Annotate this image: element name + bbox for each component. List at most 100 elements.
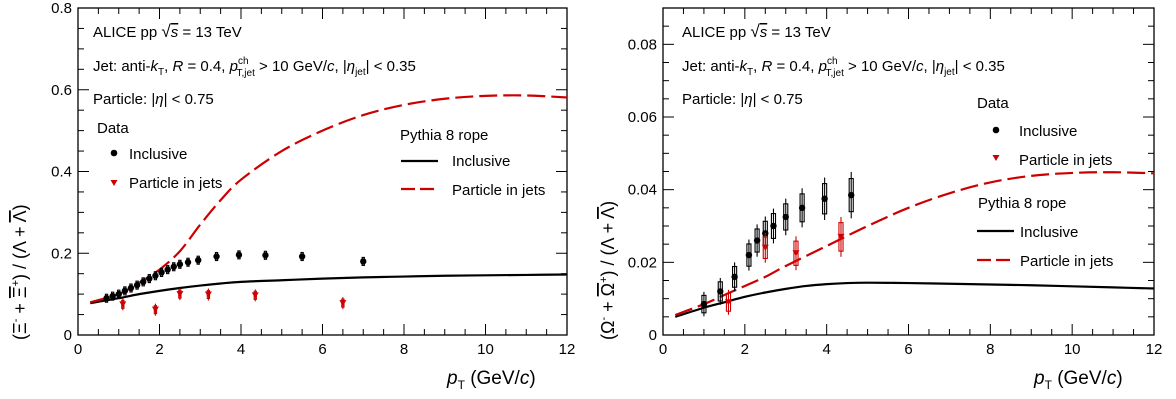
y-tick-label: 0 [64,327,72,344]
x-tick-label: 12 [1146,341,1163,358]
marker-circle [753,237,761,244]
x-tick-label: 4 [237,341,245,358]
inclusive-data-point [360,256,367,266]
inclusive-data-point [146,274,153,284]
jets-data-point [151,303,159,316]
y-tick-label: 0.06 [628,109,657,126]
marker-triangle [119,301,127,308]
inclusive-data-point [213,251,220,262]
inclusive-data-point [170,262,177,272]
x-tick-label: 2 [155,341,163,358]
legend-model-inclusive-label: Inclusive [1020,224,1078,241]
marker-triangle [339,300,347,307]
y-axis-ticks: 0 0.2 0.4 0.6 0.8 [51,0,567,344]
marker-circle [262,252,269,259]
y-axis-ticks: 0 0.02 0.04 0.06 0.08 [628,7,1154,344]
omega-over-lambda-chart: 0 2 4 6 8 10 12 0 0.02 0.04 0.06 0.08 (Ω- + Ω+) / … [598,7,1163,392]
annotation-particle-selection: Particle: |η| < 0.75 [682,91,803,108]
x-axis-label: pT (GeV/c) [1033,368,1123,392]
y-tick-label: 0.6 [51,82,72,99]
marker-circle [164,266,171,273]
inclusive-data-point [195,255,202,265]
inclusive-data-point [298,251,306,262]
legend-data-title: Data [97,120,129,137]
inclusive-data-point [745,239,753,271]
jets-data-point [204,288,212,301]
legend-model-jets-label: Particle in jets [1020,253,1113,270]
inclusive-data-point [152,271,159,281]
y-tick-label: 0.2 [51,245,72,262]
marker-circle [213,253,220,260]
inclusive-data-point [821,177,828,220]
legend-model-title: Pythia 8 rope [978,195,1066,212]
marker-triangle [761,244,769,251]
marker-circle [133,281,141,289]
inclusive-data-point [753,224,761,257]
x-tick-label: 2 [741,341,749,358]
x-tick-label: 8 [400,341,408,358]
x-tick-label: 6 [318,341,326,358]
marker-circle [115,290,122,298]
inclusive-data-point [262,250,269,260]
model-curve-inclusive [674,281,1155,318]
inclusive-data-point [798,188,806,228]
y-tick-label: 0.8 [51,0,72,17]
y-tick-label: 0.4 [51,164,72,181]
inclusive-data-point [731,262,738,292]
y-tick-label: 0.08 [628,36,657,53]
inclusive-data-point [176,259,184,269]
inclusive-data-point [127,283,135,293]
model-curve-particle-in-jets [674,171,1155,317]
inclusive-data-point [848,171,855,219]
inclusive-data-point [121,286,129,296]
model-curves [674,171,1155,318]
marker-circle [731,273,738,281]
annotation-jet-selection: Jet: anti-kT, R = 0.4, pch T,jet > 10 GeV… [93,56,416,79]
marker-triangle [792,250,800,257]
marker-triangle [151,306,159,313]
marker-circle [770,222,777,230]
marker-circle [798,204,806,212]
marker-circle [146,275,153,282]
inclusive-data-point [164,265,171,275]
legend-data-title: Data [977,95,1009,112]
inclusive-data-point [115,289,122,299]
inclusive-data-point [109,291,116,301]
marker-circle [700,300,708,308]
y-axis-label: (Ω- + Ω+) / (Λ + Λ) [598,201,618,340]
x-tick-label: 10 [477,341,494,358]
legend-jets-marker [110,180,118,186]
inclusive-data-point [700,291,708,317]
x-tick-label: 12 [559,341,576,358]
inclusive-data-point [770,208,777,244]
marker-circle [298,253,306,260]
xi-over-lambda-chart: 0 2 4 6 8 10 12 0 0.2 0.4 0.6 0.8 (Ξ- + Ξ+) / (Λ +… [10,0,575,392]
marker-triangle [204,291,212,298]
y-tick-label: 0 [649,327,657,344]
marker-circle [121,287,129,295]
data-points [103,250,367,316]
jets-data-point [339,297,347,310]
legend-inclusive-marker [110,149,118,157]
marker-circle [103,295,110,302]
legend-jets-label: Particle in jets [1019,152,1112,169]
marker-circle [821,195,828,202]
jets-data-point [176,288,184,301]
marker-circle [152,272,159,279]
marker-circle [848,191,855,199]
annotation-particle-selection: Particle: |η| < 0.75 [93,91,214,108]
legend-jets-label: Particle in jets [129,175,222,192]
legend-inclusive-marker [992,126,1000,134]
inclusive-data-point [103,293,110,303]
marker-circle [195,256,202,264]
x-tick-label: 10 [1064,341,1081,358]
jets-data-point [761,232,769,263]
legend-model-inclusive-label: Inclusive [452,153,510,170]
jets-data-point [119,298,127,311]
x-tick-label: 6 [904,341,912,358]
legend-inclusive-label: Inclusive [1019,123,1077,140]
marker-circle [170,263,177,270]
marker-triangle [176,291,184,298]
x-axis-ticks: 0 2 4 6 8 10 12 [74,8,576,358]
